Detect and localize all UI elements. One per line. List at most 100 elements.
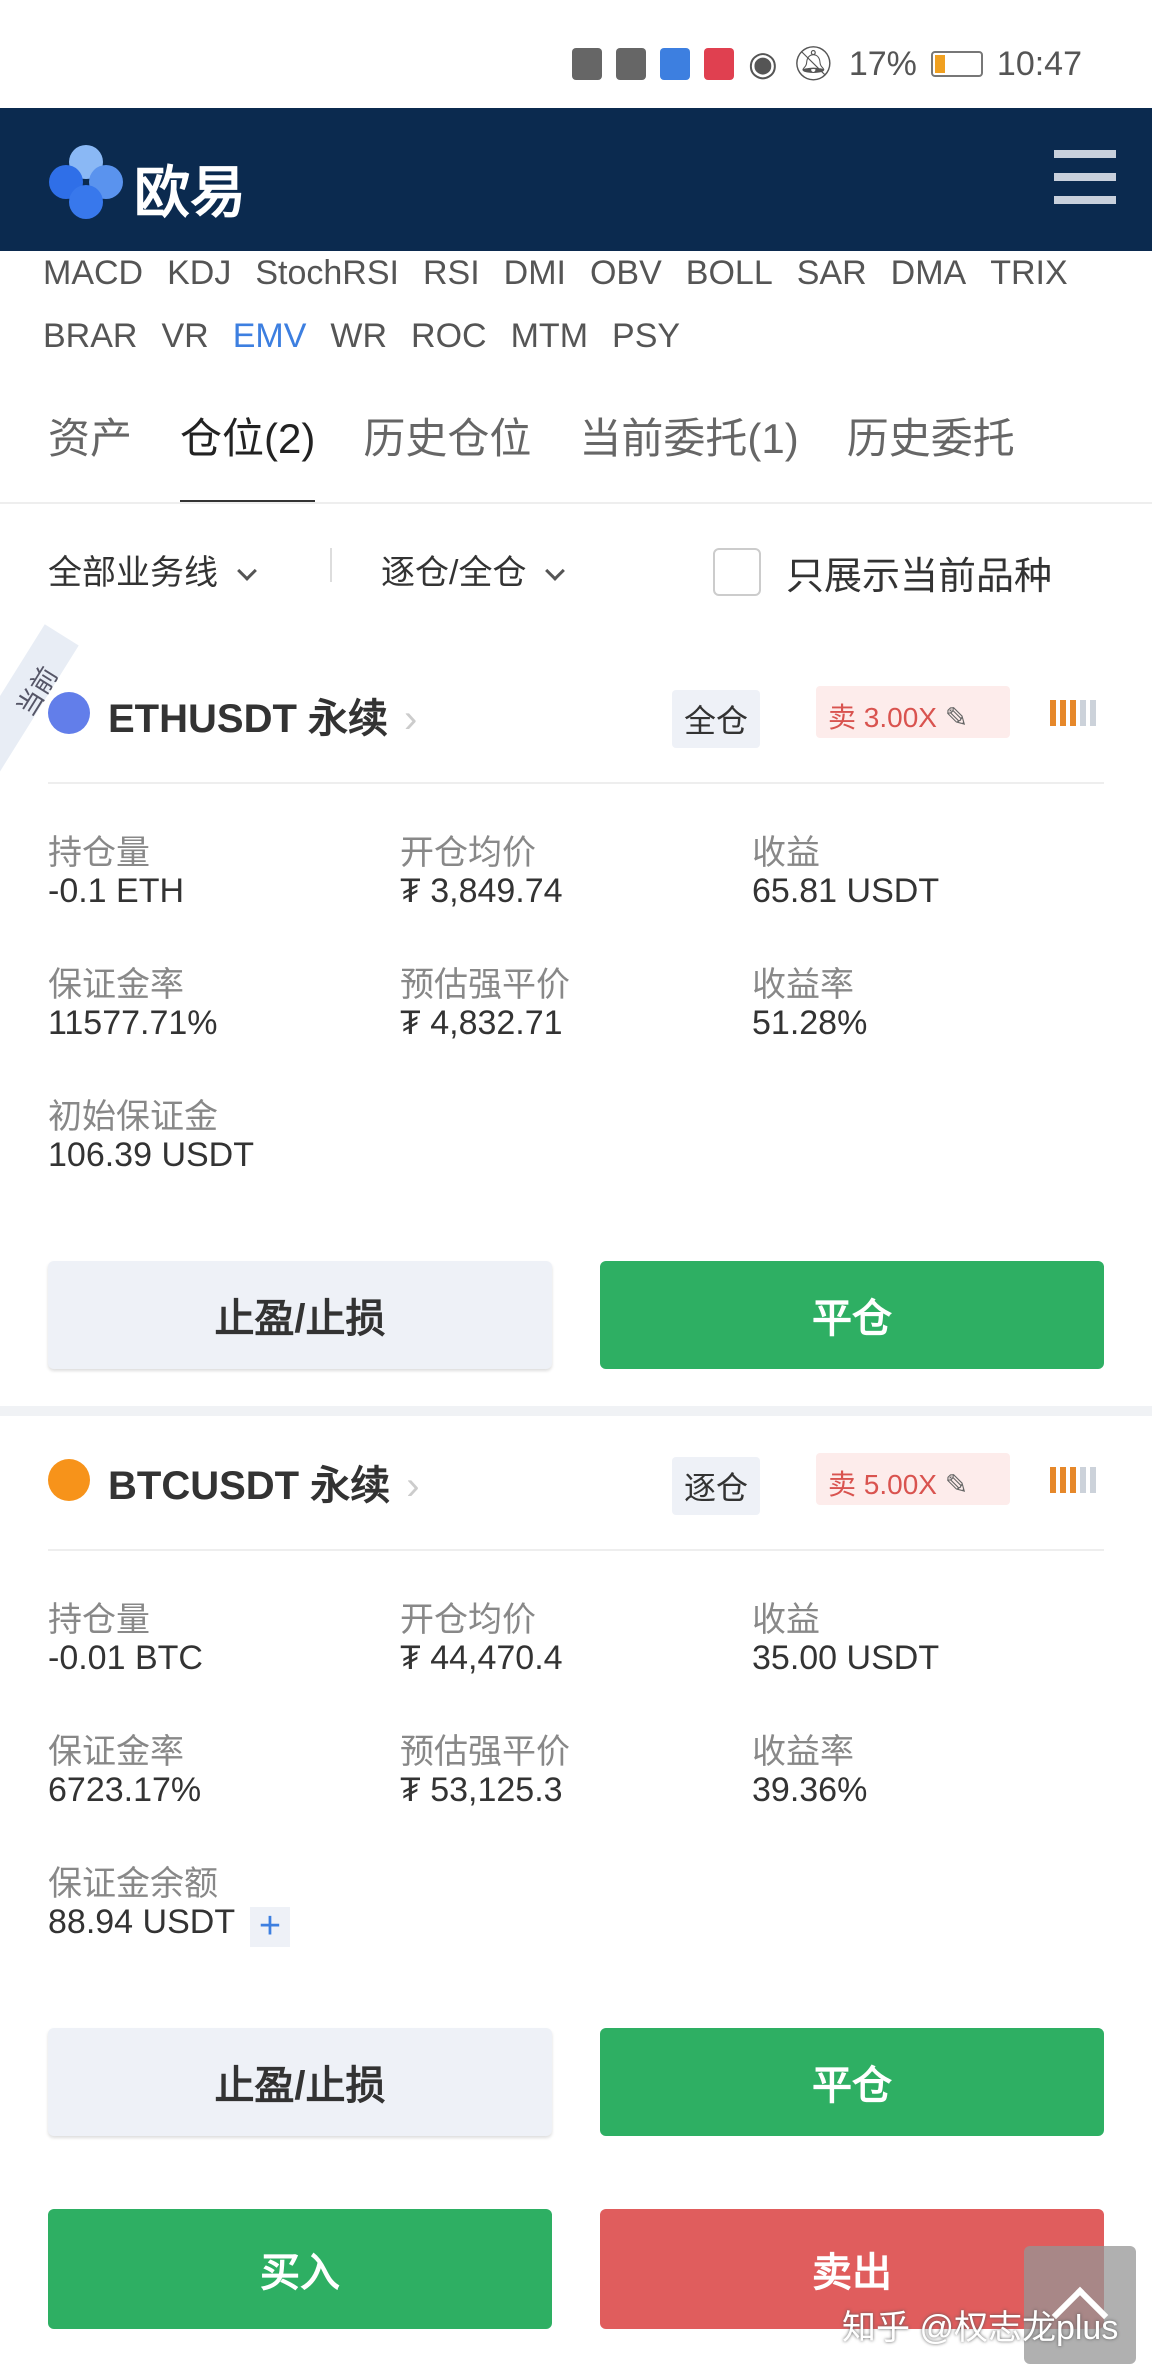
field-value: 65.81 USDT bbox=[752, 872, 940, 910]
field-label: 预估强平价 bbox=[400, 966, 570, 1004]
indicator-boll[interactable]: BOLL bbox=[685, 254, 773, 292]
indicator-emv[interactable]: EMV bbox=[232, 317, 307, 355]
indicator-sar[interactable]: SAR bbox=[796, 254, 867, 292]
tab-3[interactable]: 当前委托(1) bbox=[579, 415, 799, 462]
hd-icon bbox=[572, 48, 602, 80]
close-position-button[interactable]: 平仓 bbox=[600, 2028, 1104, 2136]
field-value: ₮ 44,470.4 bbox=[400, 1639, 563, 1677]
only-current-label: 只展示当前品种 bbox=[786, 556, 1053, 598]
coin-icon bbox=[48, 692, 90, 734]
tab-2[interactable]: 历史仓位 bbox=[363, 415, 532, 462]
field-label: 保证金率 bbox=[48, 966, 184, 1004]
field-label: 开仓均价 bbox=[400, 834, 536, 872]
status-bar: ◉ 🔕︎ 17% 10:47 bbox=[0, 0, 1152, 108]
field-value: ₮ 53,125.3 bbox=[400, 1771, 563, 1809]
indicator-wr[interactable]: WR bbox=[330, 317, 388, 355]
close-position-button[interactable]: 平仓 bbox=[600, 1261, 1104, 1369]
indicator-vr[interactable]: VR bbox=[161, 317, 209, 355]
adl-indicator-icon bbox=[1050, 1467, 1096, 1493]
field-label: 保证金余额 bbox=[48, 1865, 218, 1903]
chevron-right-icon: › bbox=[406, 1464, 420, 1508]
leverage-button[interactable]: 卖 5.00X ✎ bbox=[816, 1453, 1010, 1505]
field-label: 收益率 bbox=[752, 966, 854, 1004]
field-label: 保证金率 bbox=[48, 1733, 184, 1771]
field-value: 39.36% bbox=[752, 1771, 868, 1809]
field-value: 11577.71% bbox=[48, 1004, 218, 1042]
indicator-stochrsi[interactable]: StochRSI bbox=[255, 254, 399, 292]
leverage-button[interactable]: 卖 3.00X ✎ bbox=[816, 686, 1010, 738]
chevron-down-icon bbox=[545, 561, 566, 581]
adl-indicator-icon bbox=[1050, 700, 1096, 726]
tab-4[interactable]: 历史委托 bbox=[846, 415, 1015, 462]
signal-icon bbox=[616, 48, 646, 80]
scroll-top-button[interactable] bbox=[1024, 2246, 1136, 2364]
menu-icon[interactable] bbox=[1054, 150, 1116, 206]
tp-sl-button[interactable]: 止盈/止损 bbox=[48, 1261, 552, 1369]
indicator-macd[interactable]: MACD bbox=[43, 254, 144, 292]
field-label: 预估强平价 bbox=[400, 1733, 570, 1771]
filter-label: 逐仓/全仓 bbox=[381, 554, 527, 592]
divider bbox=[48, 1549, 1104, 1551]
field-value: -0.01 BTC bbox=[48, 1639, 203, 1677]
section-separator bbox=[0, 1406, 1152, 1416]
indicator-dma[interactable]: DMA bbox=[890, 254, 967, 292]
indicator-mtm[interactable]: MTM bbox=[510, 317, 589, 355]
margin-mode-badge: 逐仓 bbox=[672, 1457, 761, 1515]
field-label: 收益 bbox=[752, 1601, 820, 1639]
indicator-rsi[interactable]: RSI bbox=[422, 254, 480, 292]
battery-percent: 17% bbox=[848, 44, 917, 83]
only-current-checkbox[interactable] bbox=[713, 548, 761, 596]
symbol-link[interactable]: BTCUSDT 永续 › bbox=[108, 1453, 420, 1511]
indicator-obv[interactable]: OBV bbox=[589, 254, 662, 292]
buy-button[interactable]: 买入 bbox=[48, 2209, 552, 2329]
divider bbox=[48, 782, 1104, 784]
chevron-right-icon: › bbox=[404, 697, 418, 741]
field-value: 88.94 USDT bbox=[48, 1903, 236, 1941]
clock: 10:47 bbox=[996, 44, 1082, 83]
battery-icon bbox=[930, 51, 983, 77]
field-label: 收益 bbox=[752, 834, 820, 872]
field-label: 持仓量 bbox=[48, 834, 150, 872]
symbol-link[interactable]: ETHUSDT 永续 › bbox=[108, 686, 417, 744]
app-notification-icon bbox=[660, 48, 690, 80]
indicator-trix[interactable]: TRIX bbox=[990, 254, 1068, 292]
divider bbox=[330, 548, 332, 582]
margin-mode-badge: 全仓 bbox=[672, 690, 761, 748]
indicator-brar[interactable]: BRAR bbox=[43, 317, 138, 355]
field-value: -0.1 ETH bbox=[48, 872, 185, 910]
coin-icon bbox=[48, 1459, 90, 1501]
symbol-name: BTCUSDT 永续 bbox=[108, 1464, 391, 1508]
indicator-dmi[interactable]: DMI bbox=[503, 254, 566, 292]
indicator-roc[interactable]: ROC bbox=[411, 317, 487, 355]
field-value: 6723.17% bbox=[48, 1771, 202, 1809]
field-value: 106.39 USDT bbox=[48, 1136, 254, 1174]
indicator-psy[interactable]: PSY bbox=[612, 317, 681, 355]
margin-filter[interactable]: 逐仓/全仓 bbox=[381, 545, 566, 594]
tp-sl-button[interactable]: 止盈/止损 bbox=[48, 2028, 552, 2136]
sell-button[interactable]: 卖出 bbox=[600, 2209, 1104, 2329]
field-value: 35.00 USDT bbox=[752, 1639, 940, 1677]
app-notification-icon bbox=[704, 48, 734, 80]
edit-icon: ✎ bbox=[944, 1469, 969, 1500]
symbol-name: ETHUSDT 永续 bbox=[108, 697, 388, 741]
chevron-down-icon bbox=[237, 561, 257, 581]
indicator-kdj[interactable]: KDJ bbox=[167, 254, 232, 292]
add-margin-button[interactable]: + bbox=[250, 1907, 290, 1947]
tab-1[interactable]: 仓位(2) bbox=[180, 405, 316, 504]
app-header: 欧易 bbox=[0, 108, 1152, 251]
indicator-row: BRAR VR EMV WR ROC MTM PSY bbox=[43, 317, 680, 356]
filter-label: 全部业务线 bbox=[48, 554, 218, 592]
field-label: 持仓量 bbox=[48, 1601, 150, 1639]
indicator-row: MACD KDJ StochRSI RSI DMI OBV BOLL SAR DMA TRIX bbox=[43, 254, 1068, 293]
tab-0[interactable]: 资产 bbox=[48, 415, 133, 462]
leverage-text: 卖 5.00X bbox=[828, 1469, 937, 1500]
field-value: 51.28% bbox=[752, 1004, 868, 1042]
business-filter[interactable]: 全部业务线 bbox=[48, 545, 257, 594]
position-tabs: 资产 仓位(2) 历史仓位 当前委托(1) 历史委托 bbox=[48, 405, 1015, 504]
leverage-text: 卖 3.00X bbox=[828, 702, 937, 733]
watermark: 知乎 @权志龙plus bbox=[842, 2309, 1119, 2347]
logo-text: 欧易 bbox=[134, 161, 246, 224]
field-value: ₮ 3,849.74 bbox=[400, 872, 563, 910]
field-label: 收益率 bbox=[752, 1733, 854, 1771]
mute-icon: 🔕︎ bbox=[791, 45, 835, 83]
